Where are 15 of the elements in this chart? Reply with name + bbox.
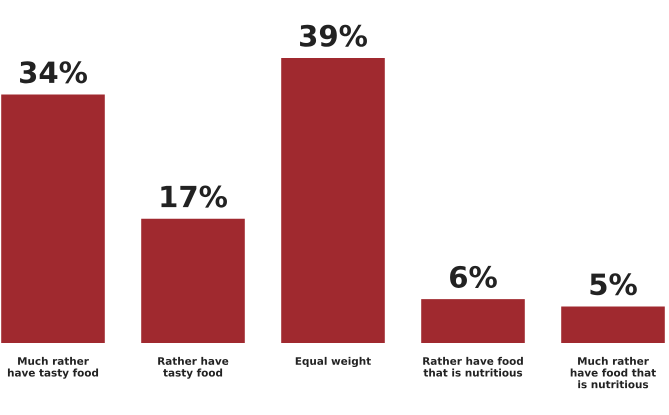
data-label: 6% [450, 266, 497, 288]
x-tick-label: Much rather have food that is nutritious [570, 356, 656, 388]
bar [141, 218, 245, 343]
data-label: 39% [300, 24, 367, 47]
bar [421, 299, 525, 343]
x-tick-label: Equal weight [296, 356, 371, 368]
bar [561, 306, 665, 343]
data-label: 17% [161, 186, 227, 208]
data-label: 34% [20, 61, 87, 84]
bar [281, 58, 385, 343]
bar [1, 94, 105, 343]
x-tick-label: Much rather have tasty food [8, 356, 98, 379]
x-tick-label: Rather have food that is nutritious [423, 356, 523, 377]
data-label: 5% [590, 273, 637, 296]
x-tick-label: Rather have tasty food [158, 356, 228, 379]
